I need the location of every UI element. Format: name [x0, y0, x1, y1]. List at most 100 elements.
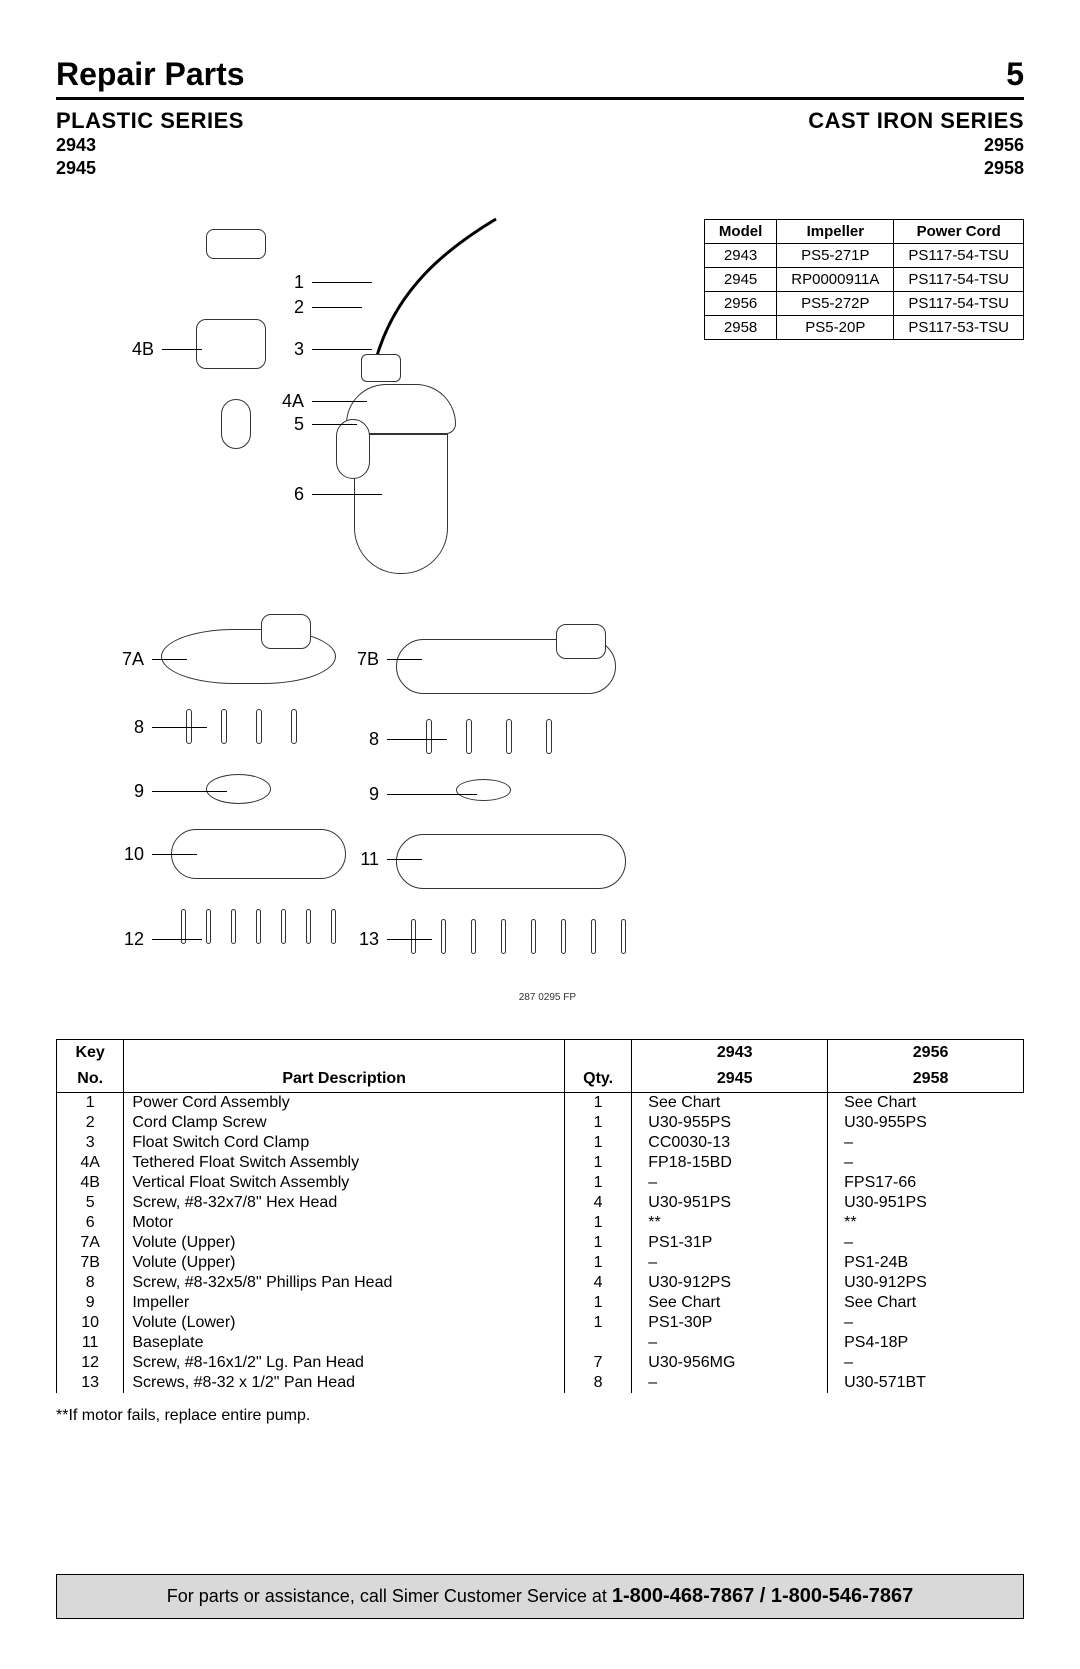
castiron-series-block: CAST IRON SERIES 2956 2958	[808, 108, 1024, 179]
page-header: Repair Parts 5	[56, 56, 1024, 100]
table-row: 2945RP0000911APS117-54-TSU	[704, 268, 1023, 292]
diagram-shape	[531, 919, 536, 954]
model-table-header: Impeller	[777, 220, 894, 244]
table-cell: PS5-20P	[777, 316, 894, 340]
diagram-callout: 9	[351, 784, 477, 805]
table-cell: U30-955PS	[632, 1113, 828, 1133]
table-cell: Cord Clamp Screw	[124, 1113, 565, 1133]
table-cell: 1	[564, 1093, 631, 1114]
diagram-shape	[206, 909, 211, 944]
table-cell: PS117-54-TSU	[894, 292, 1024, 316]
table-row: 8Screw, #8-32x5/8" Phillips Pan Head4U30…	[57, 1273, 1024, 1293]
castiron-series-model: 2956	[808, 134, 1024, 157]
table-cell: See Chart	[828, 1293, 1024, 1313]
table-cell: Tethered Float Switch Assembly	[124, 1153, 565, 1173]
table-cell: Float Switch Cord Clamp	[124, 1133, 565, 1153]
diagram-shape	[221, 709, 227, 744]
table-cell: 2943	[704, 244, 776, 268]
diagram-shape	[291, 709, 297, 744]
table-cell: See Chart	[632, 1293, 828, 1313]
diagram-shape	[206, 229, 266, 259]
table-cell: FP18-15BD	[632, 1153, 828, 1173]
table-cell: Volute (Lower)	[124, 1313, 565, 1333]
table-cell	[564, 1333, 631, 1353]
table-cell: 4	[564, 1273, 631, 1293]
table-cell: –	[632, 1253, 828, 1273]
parts-table-header	[124, 1040, 565, 1067]
diagram-callout: 6	[276, 484, 382, 505]
table-cell: Baseplate	[124, 1333, 565, 1353]
diagram-shape	[441, 919, 446, 954]
diagram-shape	[471, 919, 476, 954]
table-cell: 2945	[704, 268, 776, 292]
table-cell: –	[632, 1333, 828, 1353]
diagram-callout: 7B	[351, 649, 422, 670]
table-cell: PS117-54-TSU	[894, 268, 1024, 292]
diagram-callout: 4A	[276, 391, 367, 412]
table-cell: 4	[564, 1193, 631, 1213]
diagram-shape	[281, 909, 286, 944]
parts-table-header: 2943	[632, 1040, 828, 1067]
diagram-shape	[466, 719, 472, 754]
table-cell: Motor	[124, 1213, 565, 1233]
table-cell: 1	[57, 1093, 124, 1114]
table-row: 13Screws, #8-32 x 1/2" Pan Head8–U30-571…	[57, 1373, 1024, 1393]
table-cell: U30-955PS	[828, 1113, 1024, 1133]
table-cell: 12	[57, 1353, 124, 1373]
footer-bar: For parts or assistance, call Simer Cust…	[56, 1574, 1024, 1619]
footer-phone: 1-800-468-7867 / 1-800-546-7867	[612, 1585, 913, 1607]
diagram-callout: 12	[116, 929, 202, 950]
table-cell: 1	[564, 1293, 631, 1313]
plastic-series-model: 2943	[56, 134, 244, 157]
table-cell: PS5-272P	[777, 292, 894, 316]
diagram-callout: 8	[351, 729, 447, 750]
diagram-callout: 5	[276, 414, 357, 435]
table-cell: 1	[564, 1233, 631, 1253]
model-table-header: Power Cord	[894, 220, 1024, 244]
plastic-series-title: PLASTIC SERIES	[56, 108, 244, 134]
diagram-callout: 9	[116, 781, 227, 802]
diagram-callout: 3	[276, 339, 372, 360]
model-table: Model Impeller Power Cord 2943PS5-271PPS…	[704, 219, 1024, 340]
table-cell: 6	[57, 1213, 124, 1233]
table-cell: Screws, #8-32 x 1/2" Pan Head	[124, 1373, 565, 1393]
table-row: 11Baseplate–PS4-18P	[57, 1333, 1024, 1353]
plastic-series-block: PLASTIC SERIES 2943 2945	[56, 108, 244, 179]
diagram-shape	[261, 614, 311, 649]
diagram-shape	[256, 909, 261, 944]
table-row: 10Volute (Lower)1PS1-30P–	[57, 1313, 1024, 1333]
diagram-shape	[546, 719, 552, 754]
table-row: 2956PS5-272PPS117-54-TSU	[704, 292, 1023, 316]
diagram-shape	[256, 709, 262, 744]
diagram-shape	[506, 719, 512, 754]
castiron-series-title: CAST IRON SERIES	[808, 108, 1024, 134]
table-cell: Impeller	[124, 1293, 565, 1313]
table-row: 9Impeller1See ChartSee Chart	[57, 1293, 1024, 1313]
diagram-callout: 4B	[126, 339, 202, 360]
table-row: 4ATethered Float Switch Assembly1FP18-15…	[57, 1153, 1024, 1173]
table-cell: Volute (Upper)	[124, 1233, 565, 1253]
table-cell: 13	[57, 1373, 124, 1393]
page-title: Repair Parts	[56, 56, 245, 93]
diagram-shape	[561, 919, 566, 954]
diagram-callout: 11	[351, 849, 422, 870]
table-row: 2958PS5-20PPS117-53-TSU	[704, 316, 1023, 340]
parts-table-header: No.	[57, 1066, 124, 1093]
footnote: **If motor fails, replace entire pump.	[56, 1407, 1024, 1425]
table-cell: **	[632, 1213, 828, 1233]
content-area: Model Impeller Power Cord 2943PS5-271PPS…	[56, 219, 1024, 1425]
parts-table-header: 2945	[632, 1066, 828, 1093]
parts-table: Key 2943 2956 No. Part Description Qty. …	[56, 1039, 1024, 1393]
table-cell: See Chart	[828, 1093, 1024, 1114]
table-cell: FPS17-66	[828, 1173, 1024, 1193]
parts-table-header: Key	[57, 1040, 124, 1067]
table-cell: U30-956MG	[632, 1353, 828, 1373]
diagram-shape	[331, 909, 336, 944]
table-cell: 11	[57, 1333, 124, 1353]
parts-table-header: 2958	[828, 1066, 1024, 1093]
table-cell: Screw, #8-32x5/8" Phillips Pan Head	[124, 1273, 565, 1293]
page-number: 5	[1006, 56, 1024, 93]
table-cell: 1	[564, 1153, 631, 1173]
table-cell: 7A	[57, 1233, 124, 1253]
table-cell: PS1-31P	[632, 1233, 828, 1253]
